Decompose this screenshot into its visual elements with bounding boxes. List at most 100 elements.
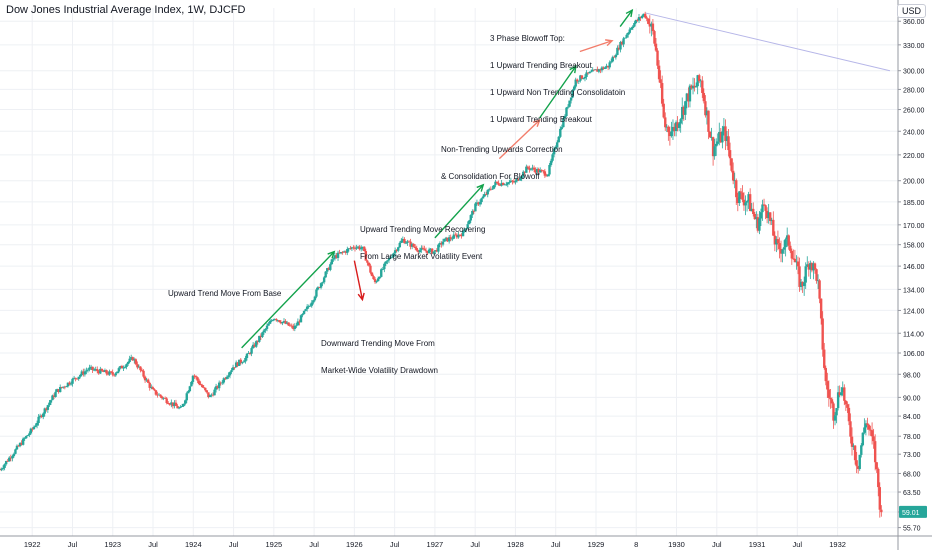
candle-body <box>474 203 477 212</box>
candle-body <box>708 131 712 138</box>
candle-body <box>489 188 493 190</box>
candle-body <box>378 276 381 279</box>
candle-body <box>508 182 511 183</box>
time-tick-label: 1929 <box>588 540 605 549</box>
candle-body <box>767 212 770 219</box>
candle-body <box>177 407 181 409</box>
candle-body <box>796 261 800 267</box>
candle-body <box>272 319 275 321</box>
candle-body <box>630 28 633 30</box>
candle-body <box>125 364 128 367</box>
candle-body <box>750 208 753 212</box>
time-tick-label: 1923 <box>104 540 121 549</box>
candle-body <box>861 432 865 446</box>
candle-body <box>849 421 852 437</box>
candle-body <box>866 423 869 426</box>
candle-body <box>89 366 93 368</box>
candle-body <box>9 457 13 459</box>
candle-body <box>724 126 727 142</box>
candle-body <box>804 266 807 283</box>
candle-body <box>582 78 585 80</box>
candle-body <box>129 357 133 359</box>
candle-body <box>310 302 313 306</box>
candle-body <box>505 184 508 186</box>
last-price-tag <box>899 505 927 518</box>
candle-body <box>602 67 605 69</box>
candle-body <box>728 150 732 159</box>
time-tick-label: 8 <box>634 540 638 549</box>
candle-body <box>832 403 835 421</box>
candle-body <box>475 202 479 204</box>
candle-body <box>779 249 783 254</box>
candle-body <box>769 212 772 222</box>
candle-body <box>670 131 673 137</box>
time-tick-label: 1924 <box>185 540 202 549</box>
currency-button[interactable]: USD <box>896 4 926 18</box>
candle-body <box>506 182 510 185</box>
candle-body <box>809 263 812 270</box>
price-tick-label: 280.00 <box>903 87 925 94</box>
candle-body <box>829 397 832 400</box>
candle-body <box>464 228 468 230</box>
candle-body <box>684 101 687 115</box>
candle-body <box>792 258 795 260</box>
candle-body <box>747 194 750 202</box>
candle-body <box>457 234 460 238</box>
candle-body <box>738 191 741 204</box>
candle-body <box>91 366 94 371</box>
candle-body <box>542 170 545 172</box>
candle-body <box>63 386 67 388</box>
candle-body <box>810 263 814 271</box>
candle-body <box>685 93 689 102</box>
candle-body <box>773 235 777 245</box>
candle-body <box>606 65 610 68</box>
candle-body <box>838 392 841 396</box>
time-tick-label: Jul <box>793 540 803 549</box>
candle-body <box>488 188 491 190</box>
candle-body <box>608 62 611 68</box>
candle-body <box>438 243 442 245</box>
time-tick-label: Jul <box>148 540 158 549</box>
candle-body <box>197 380 201 384</box>
candle-body <box>281 321 284 324</box>
candle-body <box>370 272 374 277</box>
candle-body <box>727 136 730 151</box>
candle-body <box>298 321 301 323</box>
candle-body <box>49 400 53 403</box>
candle-body <box>645 17 648 19</box>
candle-body <box>68 382 71 385</box>
candle-body <box>222 378 226 383</box>
candle-body <box>116 371 119 374</box>
candle-body <box>668 132 672 137</box>
candle-body <box>194 376 198 378</box>
candle-body <box>495 181 499 183</box>
candle-body <box>568 100 571 107</box>
arrow-line <box>434 184 484 239</box>
candle-body <box>301 313 304 316</box>
candle-body <box>613 56 616 58</box>
candle-body <box>173 402 176 407</box>
annotation-recovering: Upward Trending Move Recovering From Lar… <box>360 207 485 279</box>
price-tick-label: 106.00 <box>903 351 925 358</box>
candle-body <box>356 246 360 248</box>
candle-body <box>682 106 685 115</box>
candle-body <box>617 47 621 50</box>
candle-body <box>403 239 406 244</box>
time-tick-label: Jul <box>470 540 480 549</box>
candle-body <box>509 180 513 183</box>
candle-body <box>722 126 726 132</box>
candle-body <box>627 32 630 35</box>
candle-body <box>72 377 76 379</box>
candle-body <box>71 378 74 384</box>
candle-body <box>571 90 574 98</box>
candle-body <box>134 359 138 365</box>
candle-body <box>146 379 150 383</box>
candle-body <box>878 487 882 510</box>
candle-body <box>441 241 445 245</box>
candle-body <box>241 362 244 364</box>
candle-body <box>559 128 562 137</box>
candle-body <box>698 75 701 82</box>
candle-body <box>145 379 148 381</box>
candle-body <box>787 235 790 246</box>
